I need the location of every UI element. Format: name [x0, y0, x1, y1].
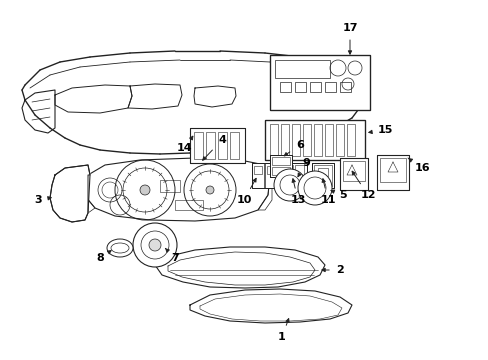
Bar: [291, 124, 299, 156]
Bar: [269, 124, 278, 156]
Text: 2: 2: [321, 265, 343, 275]
Bar: [342, 161, 364, 181]
Ellipse shape: [107, 239, 133, 257]
Bar: [271, 157, 289, 165]
Bar: [269, 55, 369, 110]
Circle shape: [273, 169, 305, 201]
Bar: [294, 165, 304, 186]
Text: 8: 8: [96, 251, 111, 263]
Text: 12: 12: [351, 171, 375, 200]
Bar: [303, 124, 310, 156]
Polygon shape: [50, 165, 90, 222]
Bar: [194, 132, 203, 159]
Bar: [282, 163, 306, 188]
Bar: [190, 128, 244, 163]
Bar: [284, 165, 292, 186]
Text: 4: 4: [202, 135, 225, 160]
Text: 9: 9: [297, 158, 309, 177]
Text: 3: 3: [34, 195, 51, 205]
Bar: [282, 163, 306, 188]
Bar: [229, 132, 239, 159]
Bar: [269, 155, 291, 177]
Bar: [313, 165, 331, 186]
Bar: [311, 163, 333, 188]
Text: 7: 7: [165, 248, 179, 263]
Bar: [281, 124, 288, 156]
Bar: [311, 163, 333, 188]
Bar: [280, 82, 290, 92]
Bar: [264, 120, 364, 160]
Text: 14: 14: [177, 136, 192, 153]
Bar: [271, 167, 289, 175]
Bar: [317, 168, 327, 176]
Text: 17: 17: [342, 23, 357, 54]
Bar: [339, 158, 367, 190]
Circle shape: [140, 185, 150, 195]
Text: 6: 6: [284, 140, 304, 156]
Bar: [335, 124, 343, 156]
Bar: [264, 120, 364, 160]
Text: 16: 16: [407, 158, 429, 173]
Polygon shape: [190, 289, 351, 323]
Bar: [346, 124, 354, 156]
Circle shape: [149, 239, 161, 251]
Bar: [294, 82, 305, 92]
Bar: [376, 155, 408, 190]
Text: 1: 1: [278, 319, 288, 342]
Bar: [269, 55, 369, 110]
Bar: [190, 128, 244, 163]
Bar: [325, 124, 332, 156]
Text: 15: 15: [368, 125, 392, 135]
Bar: [218, 132, 226, 159]
Bar: [266, 166, 274, 174]
Bar: [339, 158, 367, 190]
Circle shape: [297, 171, 331, 205]
Text: 10: 10: [236, 178, 256, 205]
Bar: [160, 180, 180, 192]
Bar: [313, 124, 321, 156]
Bar: [205, 132, 215, 159]
Bar: [274, 60, 329, 78]
Circle shape: [133, 223, 177, 267]
Bar: [309, 82, 320, 92]
Text: 13: 13: [290, 179, 305, 205]
Bar: [269, 155, 291, 177]
Bar: [264, 163, 276, 188]
Bar: [376, 155, 408, 190]
Text: 11: 11: [320, 179, 335, 205]
Bar: [175, 200, 203, 210]
Bar: [379, 158, 405, 182]
Polygon shape: [85, 158, 269, 221]
Bar: [339, 82, 350, 92]
Bar: [325, 82, 335, 92]
Text: 5: 5: [330, 190, 346, 200]
Circle shape: [205, 186, 214, 194]
Bar: [253, 166, 262, 174]
Bar: [251, 163, 276, 188]
Bar: [251, 163, 264, 188]
Polygon shape: [155, 247, 325, 288]
